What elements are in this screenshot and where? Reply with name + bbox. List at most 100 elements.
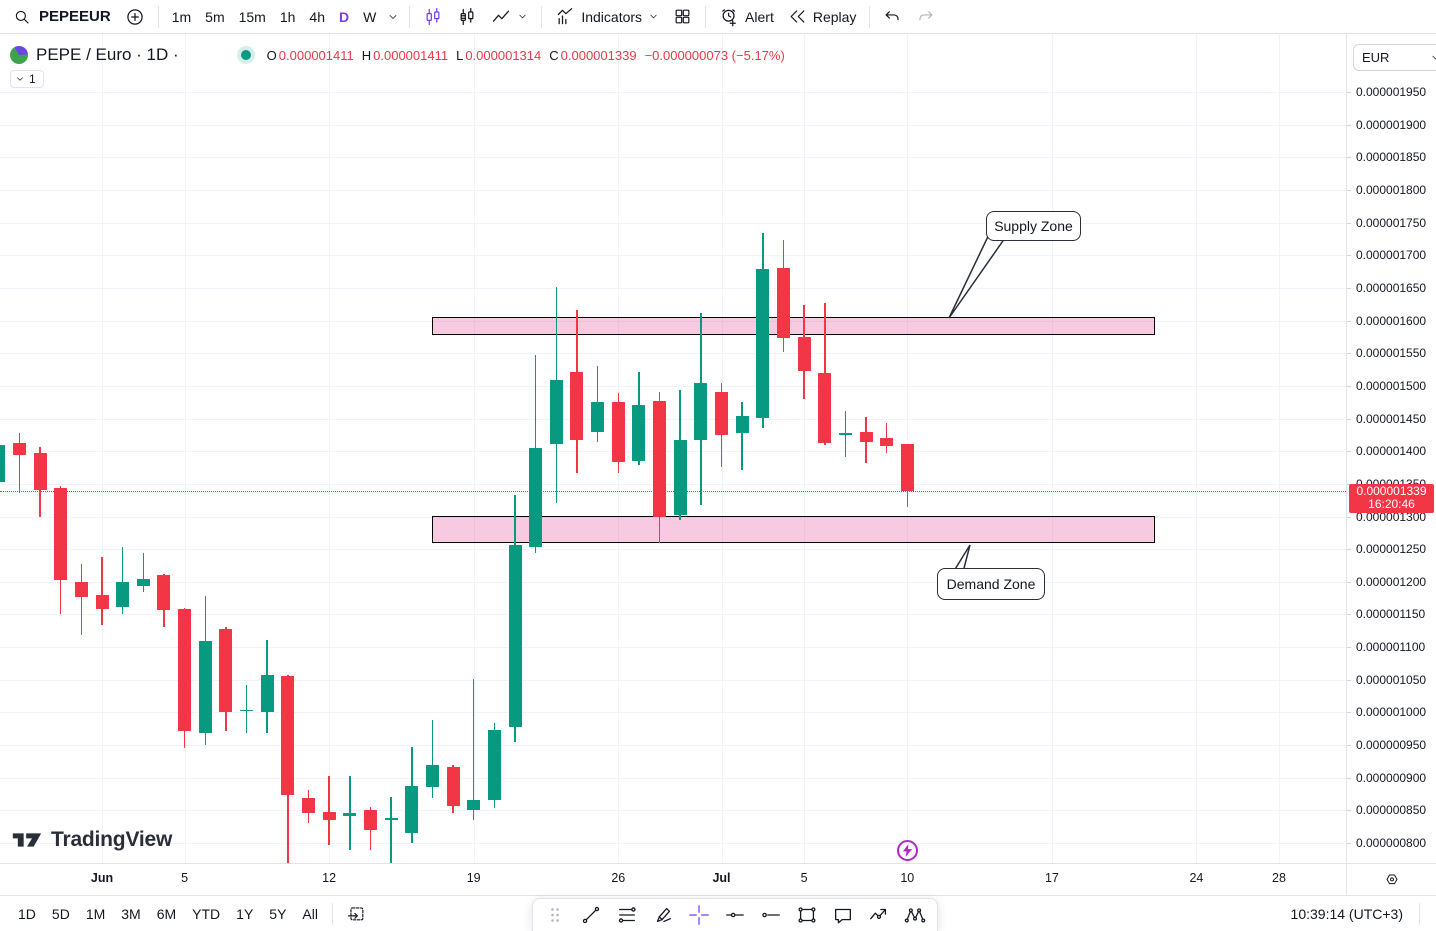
range-button-1m[interactable]: 1M — [85, 905, 106, 922]
toolbar-divider — [331, 902, 333, 925]
drawing-toolbar — [532, 898, 938, 931]
last-price-time: 16:20:46 — [1368, 497, 1415, 511]
demand-zone[interactable] — [432, 515, 1156, 543]
time-axis[interactable]: Jun 5 12 19 26 Jul 5 10 17 24 28 — [0, 863, 1346, 896]
range-button-5d[interactable]: 5D — [51, 905, 70, 922]
candle — [838, 432, 852, 436]
lightning-marker[interactable] — [896, 839, 918, 861]
compare-add-button[interactable] — [118, 3, 152, 31]
interval-menu-button[interactable] — [383, 3, 403, 31]
candle — [611, 402, 625, 462]
interval-button-D[interactable]: D — [339, 8, 350, 25]
drag-handle[interactable] — [541, 902, 569, 928]
price-tick-mark — [1347, 451, 1351, 453]
candle — [715, 391, 728, 435]
replay-button[interactable]: Replay — [781, 3, 864, 31]
line-style-button[interactable] — [484, 3, 535, 31]
trend-arrow-tool[interactable] — [865, 902, 893, 928]
range-button-all[interactable]: All — [302, 905, 318, 922]
interval-button-15m[interactable]: 15m — [238, 8, 266, 25]
xabcd-pattern-tool[interactable] — [901, 902, 929, 928]
range-button-6m[interactable]: 6M — [156, 905, 177, 922]
price-axis[interactable]: 0.000001339 16:20:46 0.000001950 0.000001… — [1346, 34, 1436, 863]
chart-area[interactable]: Supply Zone Demand Zone — [0, 34, 1346, 863]
undo-button[interactable] — [876, 3, 909, 31]
trend-line-tool[interactable] — [577, 902, 605, 928]
legend-title[interactable]: PEPE / Euro · 1D · — [36, 45, 179, 64]
candle — [178, 609, 192, 732]
chart-style-alt-button[interactable] — [450, 3, 484, 31]
change-value: −0.000000073 (−5.17%) — [644, 47, 785, 63]
interval-button-1h[interactable]: 1h — [279, 8, 296, 25]
price-tick-mark — [1347, 581, 1351, 583]
alert-button[interactable]: Alert — [712, 3, 781, 31]
gridline — [329, 34, 331, 863]
market-status-dot[interactable] — [240, 50, 251, 60]
candle — [281, 675, 295, 796]
price-tick-label: 0.000001300 — [1356, 509, 1427, 524]
candle — [467, 799, 481, 810]
last-price-badge: 0.000001339 16:20:46 — [1349, 484, 1434, 513]
price-tick-mark — [1347, 222, 1351, 224]
candle — [859, 432, 873, 442]
toolbar-divider — [157, 5, 159, 28]
price-tick-mark — [1347, 418, 1351, 420]
compare-plus-icon — [125, 7, 145, 27]
callout-tails — [937, 235, 1008, 596]
interval-button-1m[interactable]: 1m — [171, 8, 192, 25]
horizontal-line-tool[interactable] — [757, 902, 785, 928]
price-tick-mark — [1347, 287, 1351, 289]
candle — [136, 579, 150, 587]
indicators-button[interactable]: Indicators — [548, 3, 666, 31]
range-button-5y[interactable]: 5Y — [269, 905, 287, 922]
interval-button-4h[interactable]: 4h — [309, 8, 325, 25]
candle-wick — [328, 775, 330, 845]
chart-style-candles-button[interactable] — [416, 3, 450, 31]
candle — [405, 786, 419, 834]
layout-templates-button[interactable] — [666, 3, 699, 31]
price-tick-label: 0.000001100 — [1356, 640, 1426, 655]
axis-settings-corner[interactable] — [1346, 863, 1436, 896]
price-tick-mark — [1347, 353, 1351, 355]
price-tick-label: 0.000001650 — [1356, 280, 1427, 295]
open-value: 0.000001411 — [278, 47, 354, 63]
tradingview-logo[interactable]: TradingView — [12, 828, 172, 852]
candle-wick — [101, 557, 103, 625]
range-button-1d[interactable]: 1D — [18, 905, 36, 922]
price-tick-mark — [1347, 255, 1351, 257]
range-button-1y[interactable]: 1Y — [236, 905, 254, 922]
candle-wick — [431, 719, 434, 798]
toolbar-divider — [705, 5, 707, 28]
interval-button-W[interactable]: W — [363, 8, 377, 25]
callout-tail — [948, 235, 1008, 319]
indicators-label: Indicators — [581, 8, 643, 25]
candle — [756, 269, 770, 418]
interval-button-5m[interactable]: 5m — [205, 8, 225, 25]
time-tick-label: 17 — [1044, 871, 1059, 885]
candle — [322, 811, 336, 821]
rectangle-tool[interactable] — [793, 902, 821, 928]
gridline — [0, 353, 1346, 355]
brush-tool[interactable] — [649, 902, 677, 928]
gridline — [0, 777, 1346, 779]
horizontal-parallel-lines-tool[interactable] — [613, 902, 641, 928]
range-button-3m[interactable]: 3M — [121, 905, 141, 922]
open-label: O — [266, 47, 277, 63]
clock-timezone-button[interactable]: 10:39:14 (UTC+3) — [1291, 902, 1426, 925]
supply-zone[interactable] — [432, 316, 1156, 336]
symbol-search-button[interactable]: PEPEEUR — [6, 3, 118, 31]
comment-tool[interactable] — [829, 902, 857, 928]
currency-selector[interactable]: EUR — [1353, 44, 1436, 71]
search-icon — [13, 8, 31, 26]
crosshair-tool[interactable] — [685, 902, 713, 928]
horizontal-ray-tool[interactable] — [721, 902, 749, 928]
gridline — [0, 843, 1346, 844]
gridline — [0, 451, 1346, 453]
range-button-ytd[interactable]: YTD — [192, 905, 221, 922]
callout-demand-zone[interactable]: Demand Zone — [937, 568, 1045, 600]
callout-supply-zone[interactable]: Supply Zone — [986, 211, 1081, 241]
go-to-date-button[interactable] — [339, 901, 374, 927]
redo-button[interactable] — [909, 3, 942, 31]
legend-collapse-button[interactable]: 1 — [10, 70, 44, 88]
interval-group: 1m 5m 15m 1h 4h D W — [165, 3, 384, 31]
